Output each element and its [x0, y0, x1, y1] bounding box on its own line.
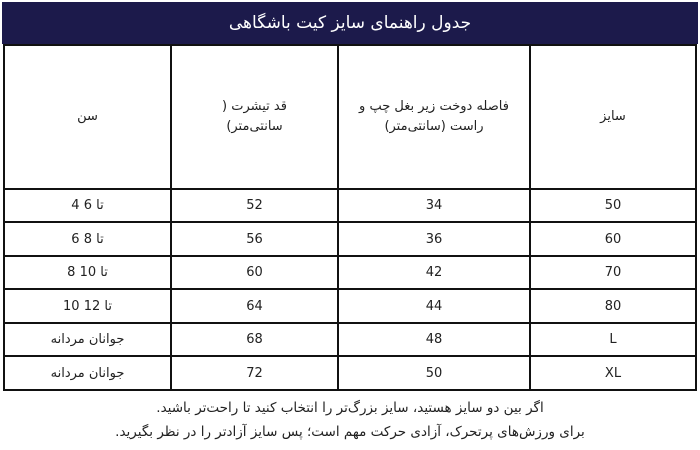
- header-underarm-width: فاصله دوخت زیر بغل چپ و راست (سانتی‌متر): [337, 44, 531, 190]
- cell-underarm-width: 34: [337, 187, 531, 224]
- cell-shirt-length: 72: [170, 355, 339, 391]
- cell-shirt-length: 52: [170, 187, 339, 224]
- header-shirt-length: قد تیشرت ( سانتی‌متر): [170, 44, 339, 190]
- cell-age: جوانان مردانه: [3, 321, 172, 358]
- table-row: 80 44 64 10 تا 12: [3, 288, 697, 324]
- notes: اگر بین دو سایز هستید، سایز بزرگ‌تر را ا…: [0, 396, 700, 444]
- cell-underarm-width: 50: [337, 355, 531, 391]
- cell-size: 50: [529, 187, 697, 224]
- cell-underarm-width: 44: [337, 288, 531, 324]
- header-age: سن: [3, 44, 172, 190]
- table-row: 70 42 60 8 تا 10: [3, 254, 697, 291]
- cell-age: جوانان مردانه: [3, 355, 172, 391]
- table-row: XL 50 72 جوانان مردانه: [3, 355, 697, 391]
- cell-shirt-length: 64: [170, 288, 339, 324]
- header-shirt-length-text: قد تیشرت ( سانتی‌متر): [222, 99, 287, 134]
- table-row: 60 36 56 6 تا 8: [3, 221, 697, 257]
- size-chart-table: سایز فاصله دوخت زیر بغل چپ و راست (سانتی…: [3, 44, 697, 391]
- header-size: سایز: [529, 44, 697, 190]
- cell-shirt-length: 68: [170, 321, 339, 358]
- cell-size: XL: [529, 355, 697, 391]
- cell-size: 70: [529, 254, 697, 291]
- cell-age: 10 تا 12: [3, 288, 172, 324]
- cell-underarm-width: 42: [337, 254, 531, 291]
- table-header-row: سایز فاصله دوخت زیر بغل چپ و راست (سانتی…: [3, 44, 697, 190]
- page-title: جدول راهنمای سایز کیت باشگاهی: [2, 2, 698, 44]
- cell-age: 8 تا 10: [3, 254, 172, 291]
- cell-underarm-width: 48: [337, 321, 531, 358]
- note-line: اگر بین دو سایز هستید، سایز بزرگ‌تر را ا…: [156, 400, 544, 416]
- cell-size: L: [529, 321, 697, 358]
- cell-size: 60: [529, 221, 697, 257]
- header-underarm-width-text: فاصله دوخت زیر بغل چپ و راست (سانتی‌متر): [359, 99, 509, 134]
- cell-underarm-width: 36: [337, 221, 531, 257]
- table-row: 50 34 52 4 تا 6: [3, 187, 697, 224]
- note-line: برای ورزش‌های پرتحرک، آزادی حرکت مهم است…: [115, 424, 585, 440]
- cell-shirt-length: 56: [170, 221, 339, 257]
- cell-age: 4 تا 6: [3, 187, 172, 224]
- cell-size: 80: [529, 288, 697, 324]
- cell-shirt-length: 60: [170, 254, 339, 291]
- table-row: L 48 68 جوانان مردانه: [3, 321, 697, 358]
- cell-age: 6 تا 8: [3, 221, 172, 257]
